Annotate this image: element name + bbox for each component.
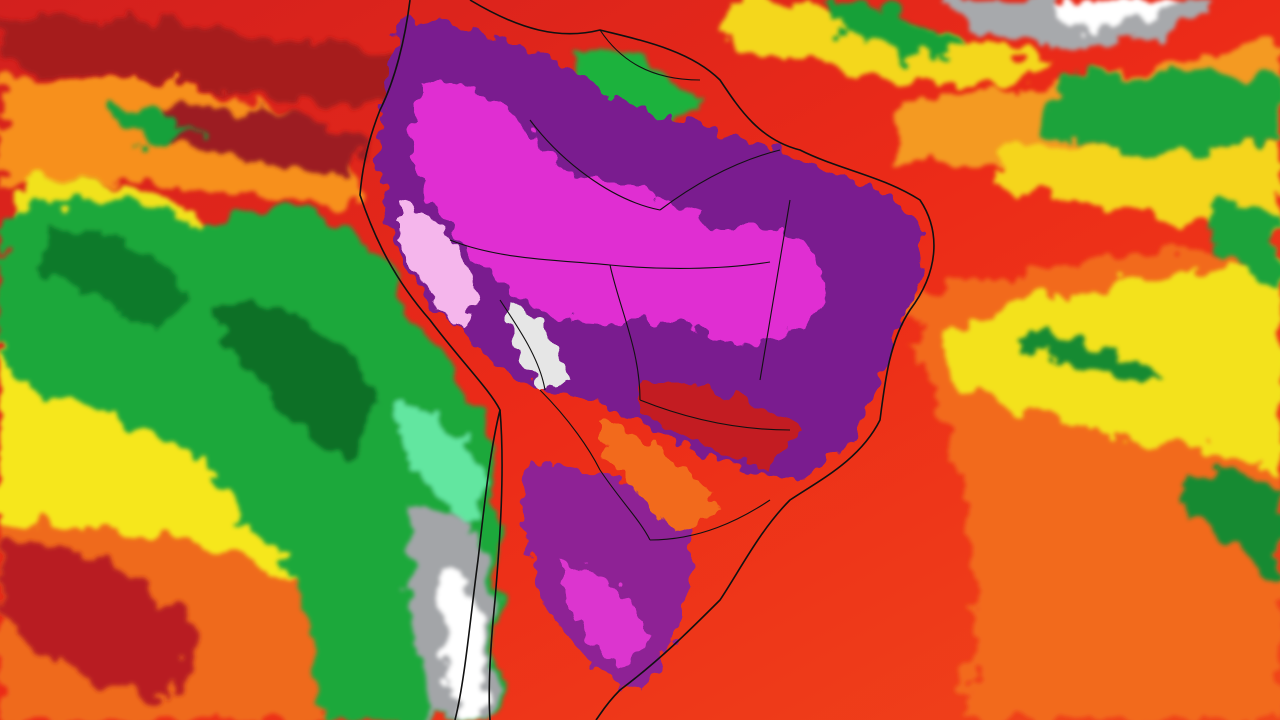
green-area (1190, 470, 1280, 580)
light-green-area (400, 400, 490, 540)
gray-areas (407, 0, 1210, 720)
west-coastline (359, 0, 503, 720)
continent-rain (380, 20, 923, 690)
red-area (640, 380, 800, 470)
green-area (820, 0, 960, 60)
green-area (110, 105, 200, 145)
dark-red-bands (0, 18, 400, 700)
andes-border (454, 409, 501, 720)
yellow-area (1000, 140, 1280, 230)
light-area (509, 300, 570, 390)
white-area (1060, 0, 1180, 27)
white-area (443, 560, 485, 720)
green-area (1040, 70, 1280, 152)
green-area (0, 199, 500, 720)
dark-green-area (40, 228, 190, 330)
green-area (1210, 200, 1280, 290)
magenta-area (560, 560, 650, 670)
pink-area (400, 200, 480, 330)
guiana-borders (599, 29, 701, 81)
dark-red-band (160, 107, 370, 180)
east-coastline (469, 0, 935, 720)
dark-green-area (220, 298, 380, 460)
orange-area (600, 420, 720, 530)
purple-area (524, 460, 693, 690)
dark-red-band (0, 540, 200, 700)
dark-red-band (0, 18, 400, 110)
internal-borders (449, 119, 791, 541)
magenta-area (410, 80, 822, 344)
green-area (1020, 330, 1165, 385)
borders (359, 0, 935, 720)
